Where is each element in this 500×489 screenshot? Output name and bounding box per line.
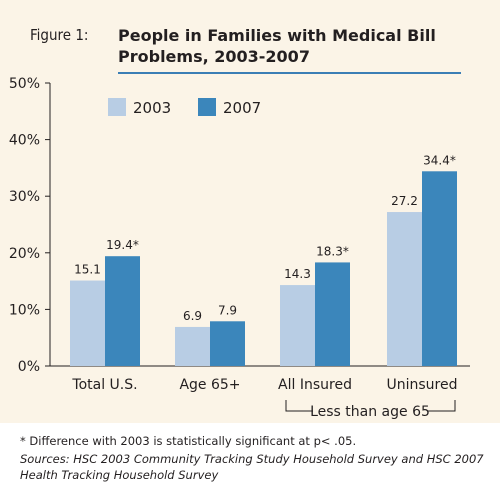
y-tick-label: 30%: [9, 189, 40, 205]
bar-2003-3: [387, 212, 422, 366]
y-tick-label: 0%: [18, 359, 40, 375]
figure-label: Figure 1:: [30, 26, 89, 44]
bar-2007-2: [315, 262, 350, 366]
bar-value-label: 19.4*: [106, 238, 139, 252]
legend-swatch-2007: [198, 98, 216, 116]
chart-title: People in Families with Medical Bill Pro…: [118, 26, 436, 66]
chart-panel: Figure 1: People in Families with Medica…: [0, 0, 500, 423]
bar-2007-1: [210, 321, 245, 366]
bar-value-label: 6.9: [183, 309, 202, 323]
group-annotation: Less than age 65: [310, 404, 430, 420]
y-tick-label: 20%: [9, 246, 40, 262]
bar-2007-3: [422, 171, 457, 366]
y-tick-label: 40%: [9, 133, 40, 149]
bar-value-label: 34.4*: [423, 153, 456, 167]
bar-value-label: 14.3: [284, 267, 311, 281]
bar-value-label: 27.2: [391, 194, 418, 208]
bar-2003-0: [70, 280, 105, 366]
sources-note: Sources: HSC 2003 Community Tracking Stu…: [20, 452, 484, 482]
y-tick-label: 10%: [9, 302, 40, 318]
x-category-label: Age 65+: [179, 377, 240, 393]
bar-2003-1: [175, 326, 210, 366]
bar-2007-0: [105, 256, 140, 366]
bar-2003-2: [280, 285, 315, 366]
title-rule: [118, 72, 461, 74]
legend-swatch-2003: [108, 98, 126, 116]
bar-value-label: 18.3*: [316, 244, 349, 258]
footnote: * Difference with 2003 is statistically …: [20, 434, 357, 448]
bar-value-label: 7.9: [218, 303, 237, 317]
bracket-right: [427, 400, 456, 412]
x-category-label: Total U.S.: [71, 377, 137, 393]
x-category-label: All Insured: [278, 377, 352, 393]
legend-label-2003: 2003: [133, 99, 171, 117]
bar-value-label: 15.1: [74, 263, 101, 277]
x-category-label: Uninsured: [387, 377, 458, 393]
legend-label-2007: 2007: [223, 99, 261, 117]
bar-chart: 0% 10% 20% 30% 40% 50% 15.1 19.4* Total U.S. 6.9 7…: [9, 76, 470, 420]
y-tick-label: 50%: [9, 76, 40, 92]
bracket-left: [285, 400, 313, 412]
